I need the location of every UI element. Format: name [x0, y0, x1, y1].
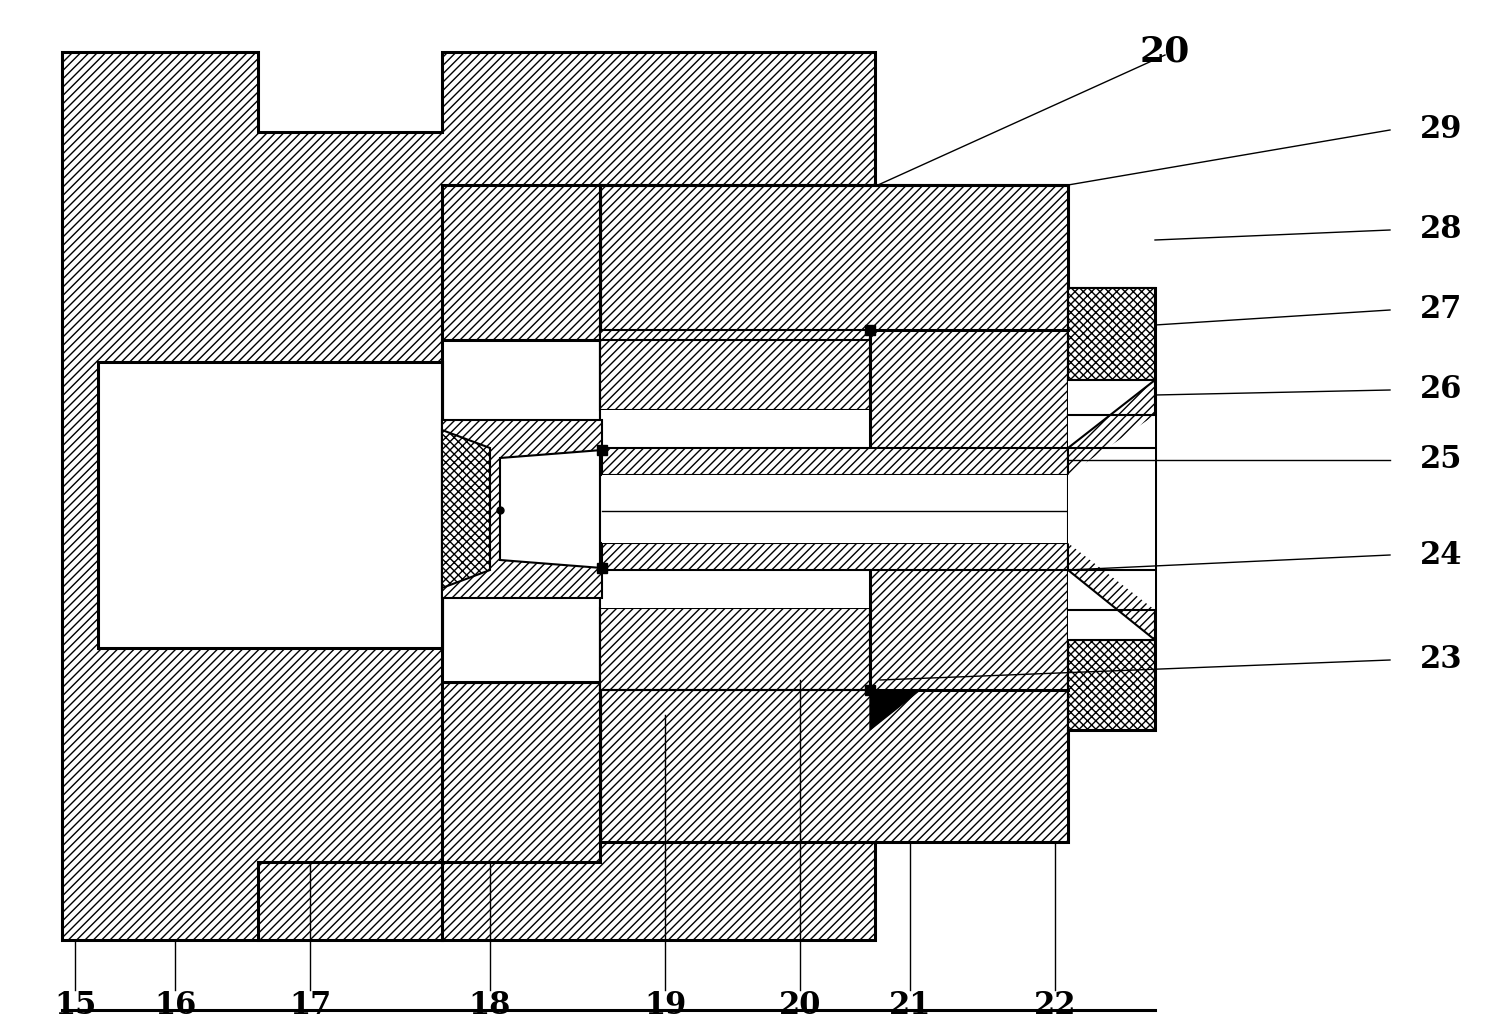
- Text: 27: 27: [1420, 294, 1462, 326]
- Polygon shape: [865, 325, 875, 335]
- Text: 24: 24: [1420, 539, 1462, 571]
- Bar: [1069, 288, 1154, 730]
- Text: 25: 25: [1420, 445, 1462, 476]
- Bar: [600, 340, 871, 420]
- Polygon shape: [441, 420, 602, 598]
- Bar: [602, 448, 1069, 475]
- Polygon shape: [1069, 415, 1154, 610]
- Text: 28: 28: [1420, 214, 1462, 246]
- Bar: [1069, 640, 1154, 730]
- Text: 23: 23: [1420, 645, 1462, 675]
- Polygon shape: [600, 330, 871, 410]
- Text: 16: 16: [155, 989, 197, 1021]
- Polygon shape: [1069, 380, 1154, 640]
- Bar: [600, 184, 1069, 842]
- Polygon shape: [62, 52, 875, 940]
- Bar: [600, 420, 871, 600]
- Text: 19: 19: [644, 989, 686, 1021]
- Polygon shape: [865, 685, 875, 695]
- Polygon shape: [597, 445, 606, 455]
- Bar: [602, 543, 1069, 570]
- Bar: [1069, 380, 1154, 640]
- Polygon shape: [441, 430, 489, 588]
- Text: 20: 20: [779, 989, 821, 1021]
- Bar: [98, 362, 441, 648]
- Bar: [600, 410, 871, 608]
- Text: 17: 17: [288, 989, 332, 1021]
- Text: 22: 22: [1034, 989, 1076, 1021]
- Polygon shape: [597, 563, 606, 573]
- Text: 20: 20: [1139, 35, 1190, 69]
- Bar: [602, 475, 1069, 543]
- Bar: [441, 340, 600, 682]
- Bar: [441, 184, 600, 340]
- Polygon shape: [600, 608, 871, 690]
- Bar: [1069, 288, 1154, 380]
- Bar: [600, 600, 871, 682]
- Text: 26: 26: [1420, 374, 1462, 406]
- Polygon shape: [871, 690, 920, 730]
- Text: 21: 21: [889, 989, 931, 1021]
- Text: 29: 29: [1420, 115, 1462, 146]
- Text: 18: 18: [468, 989, 512, 1021]
- Bar: [441, 682, 600, 862]
- Text: 15: 15: [54, 989, 96, 1021]
